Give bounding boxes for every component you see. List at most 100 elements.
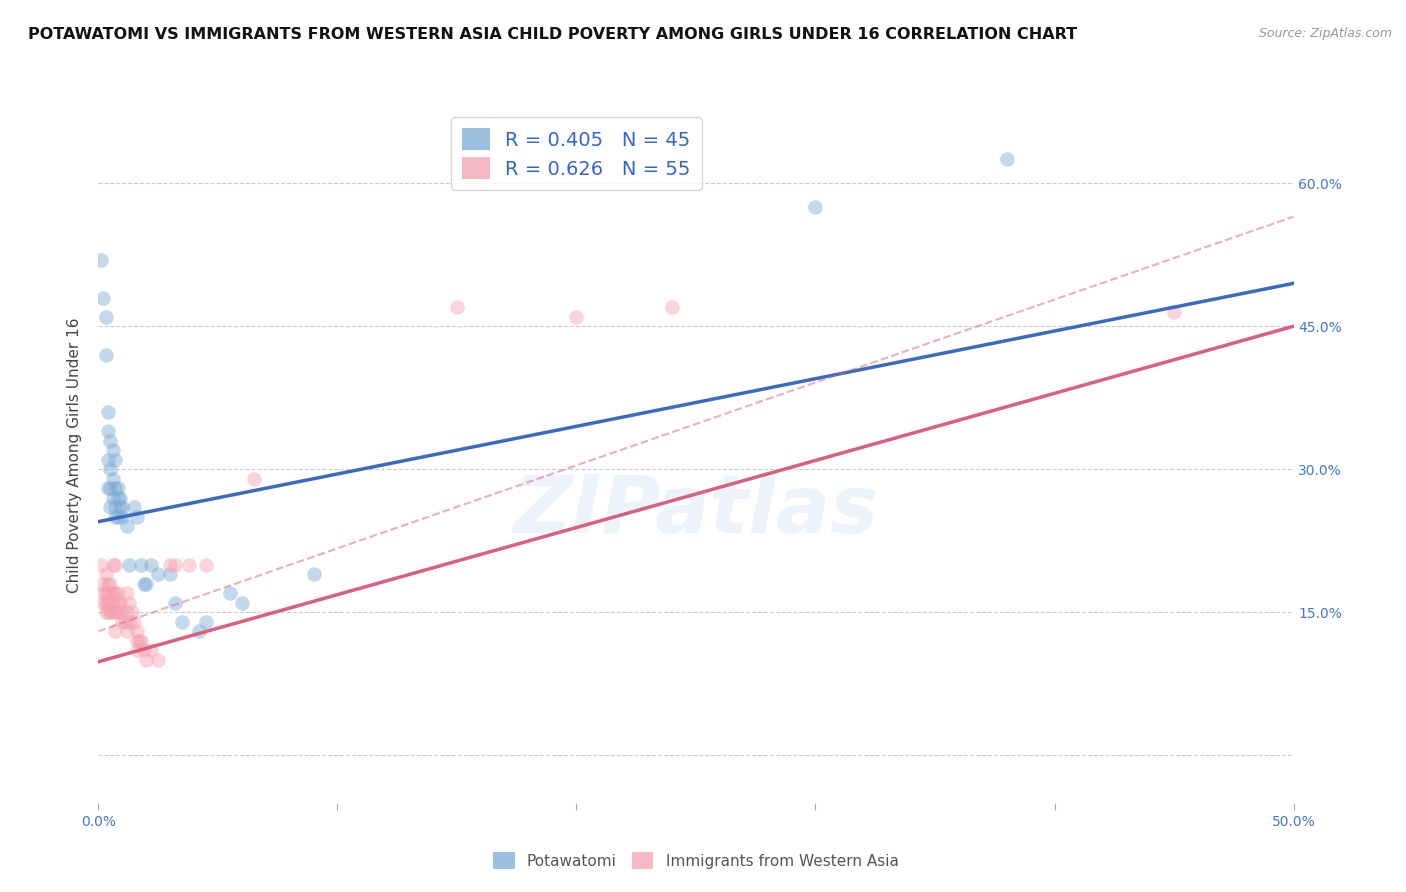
Point <box>97 576 120 591</box>
Text: ZIPatlas: ZIPatlas <box>513 472 879 549</box>
Point <box>132 643 155 657</box>
Point <box>139 558 162 572</box>
Point <box>118 615 141 629</box>
Point <box>97 605 120 619</box>
Point <box>132 576 155 591</box>
Y-axis label: Child Poverty Among Girls Under 16: Child Poverty Among Girls Under 16 <box>67 318 83 592</box>
Point <box>107 586 129 600</box>
Point <box>124 500 146 515</box>
Point <box>98 481 122 495</box>
Point <box>125 643 148 657</box>
Point <box>121 605 143 619</box>
Point <box>135 653 157 667</box>
Point <box>104 452 127 467</box>
Point <box>98 605 122 619</box>
Point <box>90 252 112 267</box>
Point <box>115 519 138 533</box>
Point <box>231 596 253 610</box>
Point <box>97 481 120 495</box>
Point <box>98 462 122 476</box>
Point <box>131 558 153 572</box>
Point <box>98 596 122 610</box>
Point <box>98 576 122 591</box>
Point <box>187 624 209 639</box>
Point <box>94 567 117 582</box>
Point <box>104 605 127 619</box>
Point <box>94 310 117 324</box>
Point <box>108 500 131 515</box>
Point <box>107 481 129 495</box>
Point <box>125 633 148 648</box>
Point <box>194 615 218 629</box>
Point <box>90 558 112 572</box>
Point <box>995 153 1018 167</box>
Point <box>115 586 138 600</box>
Point <box>131 633 153 648</box>
Point <box>104 509 127 524</box>
Point <box>446 300 468 314</box>
Point <box>172 615 194 629</box>
Point <box>159 567 181 582</box>
Point <box>148 567 170 582</box>
Point <box>565 310 588 324</box>
Point <box>139 643 162 657</box>
Point <box>91 596 114 610</box>
Point <box>98 434 122 448</box>
Point <box>804 200 827 214</box>
Point <box>108 491 131 505</box>
Point <box>97 596 120 610</box>
Point <box>97 586 120 600</box>
Point <box>101 558 124 572</box>
Point <box>661 300 683 314</box>
Point <box>101 472 124 486</box>
Point <box>179 558 201 572</box>
Point <box>108 596 131 610</box>
Point <box>107 491 129 505</box>
Point <box>114 615 136 629</box>
Point <box>111 615 134 629</box>
Point <box>94 605 117 619</box>
Point <box>148 653 170 667</box>
Point <box>97 405 120 419</box>
Point <box>94 596 117 610</box>
Point <box>104 586 127 600</box>
Point <box>101 443 124 458</box>
Point <box>163 596 186 610</box>
Point <box>104 481 127 495</box>
Point <box>104 500 127 515</box>
Text: Source: ZipAtlas.com: Source: ZipAtlas.com <box>1258 27 1392 40</box>
Point <box>91 576 114 591</box>
Legend: Potawatomi, Immigrants from Western Asia: Potawatomi, Immigrants from Western Asia <box>488 847 904 875</box>
Point <box>101 605 124 619</box>
Text: POTAWATOMI VS IMMIGRANTS FROM WESTERN ASIA CHILD POVERTY AMONG GIRLS UNDER 16 CO: POTAWATOMI VS IMMIGRANTS FROM WESTERN AS… <box>28 27 1077 42</box>
Point <box>108 605 131 619</box>
Point <box>219 586 242 600</box>
Point <box>194 558 218 572</box>
Point <box>101 491 124 505</box>
Point <box>118 596 141 610</box>
Point <box>104 624 127 639</box>
Point <box>101 586 124 600</box>
Point <box>243 472 266 486</box>
Point <box>302 567 325 582</box>
Point <box>115 605 138 619</box>
Point <box>111 509 134 524</box>
Point <box>107 509 129 524</box>
Point <box>125 509 148 524</box>
Point <box>128 633 150 648</box>
Point <box>91 586 114 600</box>
Point <box>91 291 114 305</box>
Point <box>159 558 181 572</box>
Point <box>107 596 129 610</box>
Point <box>94 586 117 600</box>
Point <box>1163 305 1185 319</box>
Point <box>97 452 120 467</box>
Point <box>163 558 186 572</box>
Point <box>94 348 117 362</box>
Point <box>115 624 138 639</box>
Point <box>98 500 122 515</box>
Point <box>101 596 124 610</box>
Point <box>124 615 146 629</box>
Point <box>125 624 148 639</box>
Point <box>97 424 120 438</box>
